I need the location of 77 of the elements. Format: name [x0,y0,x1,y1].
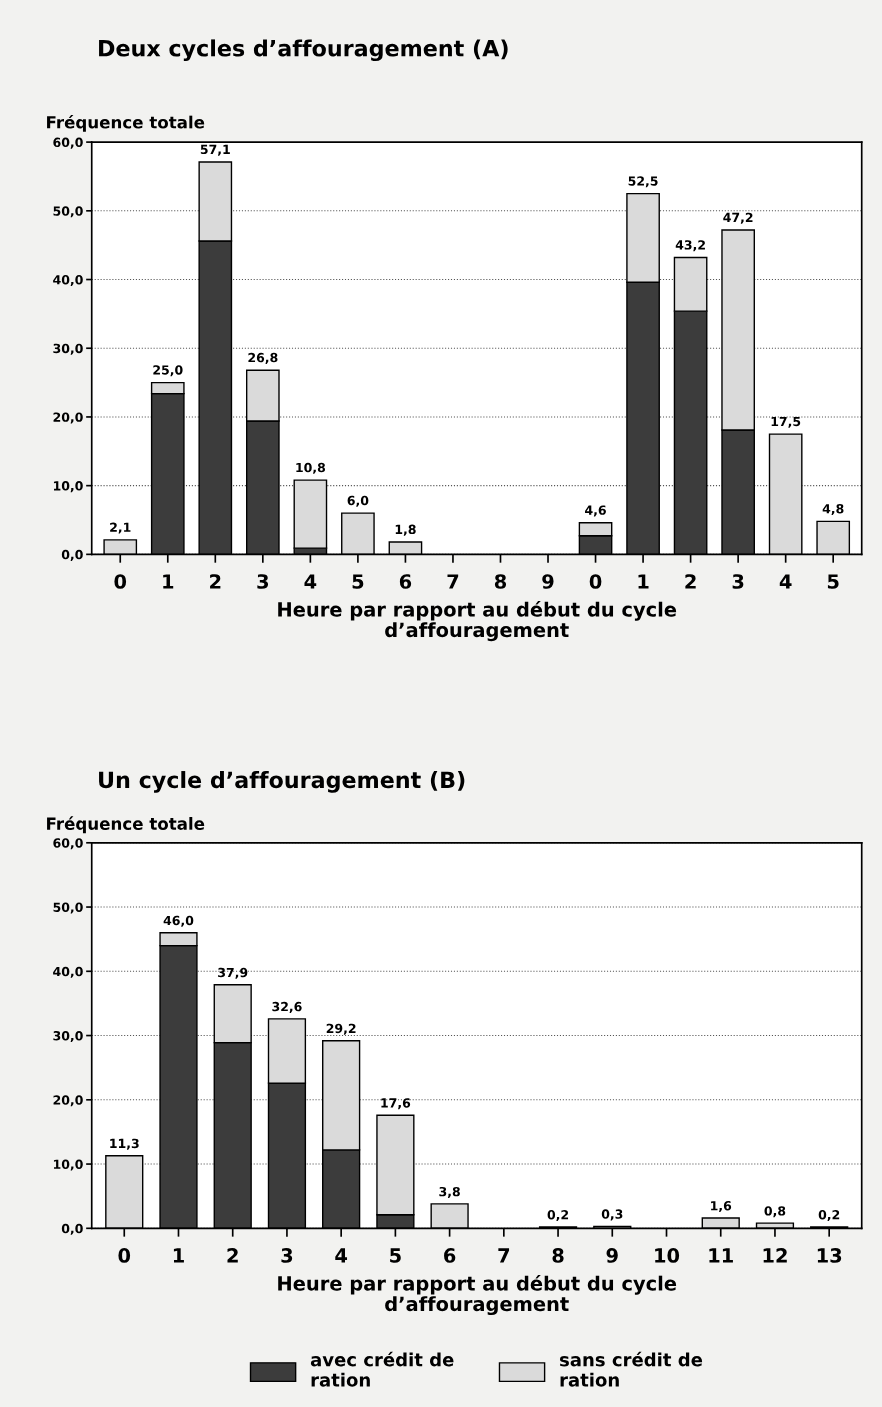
total-label: 17,6 [381,1098,411,1110]
y-tick-label: 50,0 [53,206,83,218]
y-tick-label: 0,0 [61,549,83,561]
x-tick-label: 3 [257,574,269,589]
chart-title: Un cycle d’affouragement (B) [99,771,465,793]
total-label: 17,5 [771,416,801,428]
legend-label: avec crédit de ration [310,1351,454,1387]
x-tick-label: 9 [606,1248,618,1263]
total-label: 46,0 [163,915,194,927]
x-tick-label: 11 [709,1248,733,1263]
total-label: 1,6 [711,1201,732,1213]
x-tick-label: 8 [494,574,507,589]
total-label: 43,2 [675,240,705,252]
y-tick-label: 50,0 [53,902,83,914]
x-tick-label: 5 [827,574,839,589]
x-tick-label: 2 [227,1248,238,1263]
total-label: 4,6 [585,505,606,517]
x-tick-label: 7 [498,1248,510,1263]
x-tick-label: 0 [114,574,127,589]
x-tick-label: 5 [390,1248,401,1263]
total-label: 57,1 [200,144,230,156]
x-tick-label: 1 [638,574,649,589]
x-tick-label: 6 [444,1248,456,1263]
x-tick-label: 12 [763,1248,787,1263]
total-label: 0,8 [764,1206,786,1218]
total-label: 10,8 [296,462,326,474]
total-label: 4,8 [822,504,844,516]
x-tick-label: 3 [732,574,744,589]
x-axis-title: Heure par rapport au début du cycle d’affouragement [278,600,677,642]
y-tick-label: 20,0 [53,412,83,424]
x-tick-label: 1 [173,1248,184,1263]
y-tick-label: 60,0 [53,137,83,149]
y-axis-title: Fréquence totale [47,115,205,132]
x-tick-label: 4 [779,574,792,589]
x-tick-label: 0 [589,574,602,589]
x-tick-label: 13 [817,1248,842,1263]
x-tick-label: 1 [163,574,174,589]
total-label: 1,8 [395,524,416,536]
y-tick-label: 30,0 [53,1031,83,1043]
x-tick-label: 5 [352,574,364,589]
x-tick-label: 7 [447,574,459,589]
chart-title: Deux cycles d’affouragement (A) [99,39,508,62]
total-label: 0,2 [818,1210,840,1222]
total-label: 3,8 [439,1186,460,1198]
total-label: 32,6 [272,1001,302,1013]
y-tick-label: 30,0 [53,343,83,355]
total-label: 52,5 [628,176,658,188]
total-label: 25,0 [153,365,183,377]
x-axis-title: Heure par rapport au début du cycle d’affouragement [278,1274,677,1316]
x-tick-label: 3 [281,1248,293,1263]
x-tick-label: 8 [552,1248,564,1263]
y-tick-label: 0,0 [61,1223,83,1235]
y-tick-label: 20,0 [53,1095,83,1107]
x-tick-label: 6 [399,574,412,589]
x-tick-label: 9 [542,574,554,589]
total-label: 47,2 [723,212,753,224]
y-tick-label: 40,0 [53,275,83,287]
y-axis-title: Fréquence totale [47,816,205,834]
x-tick-label: 2 [685,574,696,589]
total-label: 6,0 [347,495,369,507]
total-label: 0,3 [601,1209,623,1221]
x-tick-label: 4 [304,574,317,589]
total-label: 26,8 [248,352,278,364]
total-label: 29,2 [326,1023,356,1035]
y-tick-label: 10,0 [53,1159,83,1171]
x-tick-label: 10 [655,1248,680,1263]
y-tick-label: 60,0 [53,838,83,850]
total-label: 0,2 [547,1210,569,1222]
total-label: 11,3 [110,1138,139,1150]
y-tick-label: 40,0 [53,966,83,978]
y-tick-label: 10,0 [53,481,83,493]
x-tick-label: 0 [118,1248,131,1263]
x-tick-label: 4 [335,1248,348,1263]
total-label: 2,1 [110,522,131,534]
total-label: 37,9 [218,967,248,979]
legend-label: sans crédit de ration [560,1351,703,1387]
x-tick-label: 2 [210,574,221,589]
